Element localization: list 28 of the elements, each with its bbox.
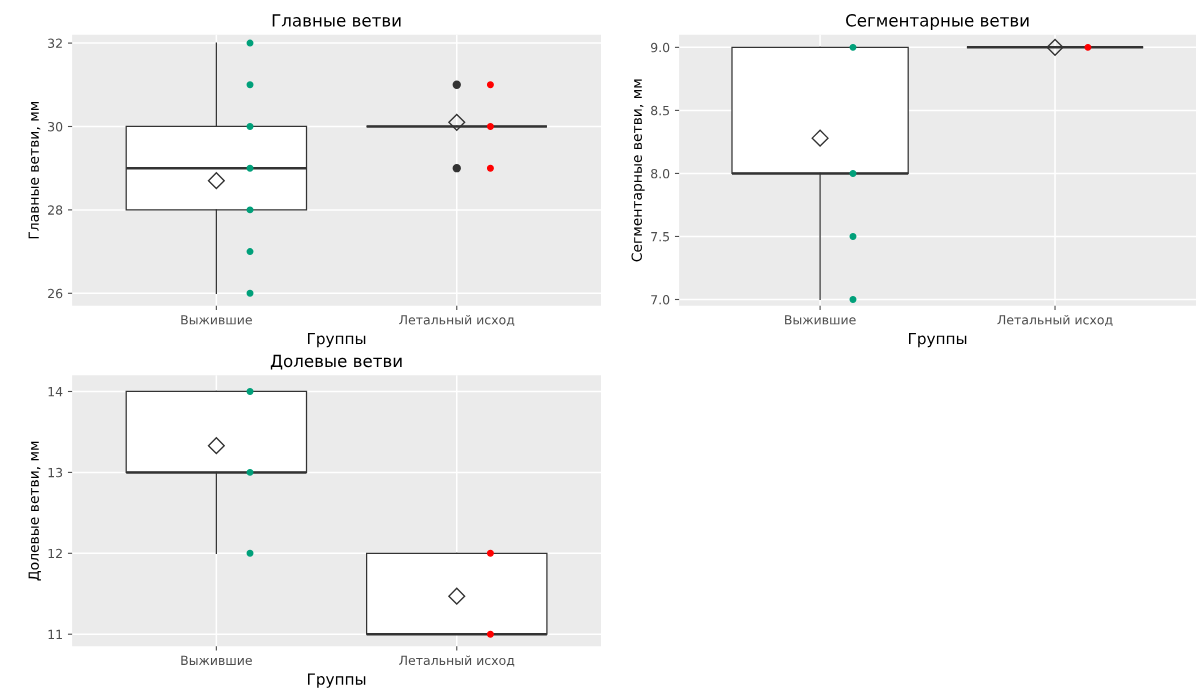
y-tick-label: 11 (48, 629, 62, 639)
x-tick-label: Выжившие (785, 315, 856, 325)
x-tick-label: Летальный исход (997, 314, 1113, 327)
y-tick-label: 12 (48, 548, 62, 559)
y-axis-title: Долевые ветви, мм (28, 441, 41, 581)
x-axis-title: Группы (909, 332, 967, 348)
y-tick-label: 30 (48, 121, 63, 132)
x-tick-label: Выжившие (181, 315, 252, 325)
x-axis-title: Группы (308, 332, 366, 348)
y-axis-title: Главные ветви, мм (28, 102, 41, 239)
y-tick-label: 7.0 (651, 294, 670, 305)
chart-title: Сегментарные ветви (846, 14, 1029, 30)
x-tick-label: Летальный исход (399, 655, 515, 667)
y-tick-label: 13 (48, 467, 63, 478)
y-axis-title: Сегментарные ветви, мм (631, 79, 645, 262)
y-tick-label: 26 (48, 288, 63, 299)
y-tick-label: 14 (48, 387, 63, 397)
y-tick-label: 28 (48, 205, 63, 215)
y-tick-label: 8.5 (651, 105, 670, 116)
x-tick-label: Летальный исход (399, 314, 515, 327)
chart-title: Долевые ветви (270, 354, 402, 370)
y-tick-label: 32 (48, 38, 62, 49)
x-axis-title: Группы (308, 673, 366, 688)
y-tick-label: 9.0 (651, 42, 670, 53)
chart-title: Главные ветви (272, 14, 401, 27)
y-tick-label: 8.0 (651, 168, 670, 179)
y-tick-label: 7.5 (651, 232, 670, 242)
x-tick-label: Выжившие (181, 655, 252, 666)
